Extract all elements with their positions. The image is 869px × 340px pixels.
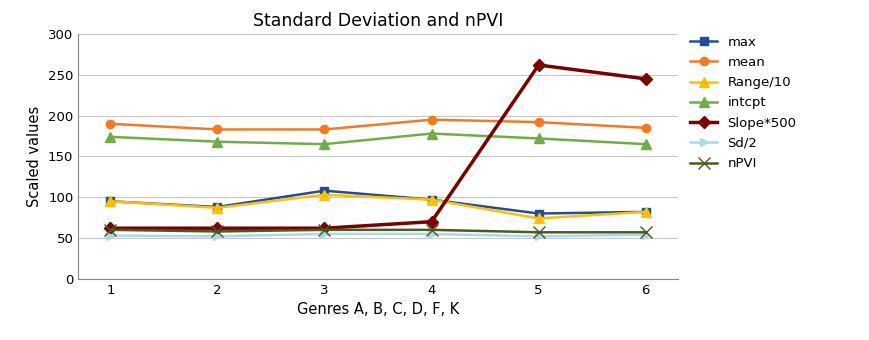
mean <box>640 126 651 130</box>
mean <box>534 120 544 124</box>
Slope*500 <box>105 226 116 230</box>
Range/10 <box>319 193 329 197</box>
mean <box>105 122 116 126</box>
nPVI <box>640 230 651 234</box>
intcpt <box>319 142 329 146</box>
Y-axis label: Scaled values: Scaled values <box>28 106 43 207</box>
Slope*500 <box>212 226 222 230</box>
intcpt <box>212 140 222 144</box>
nPVI <box>534 230 544 234</box>
mean <box>427 118 437 122</box>
Slope*500 <box>319 226 329 230</box>
nPVI <box>319 228 329 232</box>
mean <box>319 128 329 132</box>
max <box>534 211 544 216</box>
Range/10 <box>212 206 222 210</box>
max <box>427 198 437 202</box>
max <box>640 210 651 214</box>
Line: nPVI: nPVI <box>105 224 651 238</box>
Range/10 <box>640 210 651 214</box>
Line: intcpt: intcpt <box>105 129 651 149</box>
Slope*500 <box>427 220 437 224</box>
Slope*500 <box>534 63 544 67</box>
Sd/2 <box>319 232 329 236</box>
Sd/2 <box>640 233 651 237</box>
Line: max: max <box>106 187 650 218</box>
max <box>105 199 116 203</box>
nPVI <box>212 230 222 234</box>
mean <box>212 128 222 132</box>
X-axis label: Genres A, B, C, D, F, K: Genres A, B, C, D, F, K <box>297 302 459 317</box>
Line: mean: mean <box>106 116 650 134</box>
Line: Slope*500: Slope*500 <box>106 61 650 232</box>
Range/10 <box>427 198 437 202</box>
Sd/2 <box>105 234 116 238</box>
intcpt <box>640 142 651 146</box>
Sd/2 <box>427 232 437 236</box>
nPVI <box>105 228 116 232</box>
Range/10 <box>534 216 544 220</box>
intcpt <box>105 135 116 139</box>
Title: Standard Deviation and nPVI: Standard Deviation and nPVI <box>253 12 503 30</box>
Slope*500 <box>640 77 651 81</box>
Sd/2 <box>534 234 544 238</box>
nPVI <box>427 228 437 232</box>
Line: Sd/2: Sd/2 <box>106 230 650 240</box>
max <box>319 189 329 193</box>
Range/10 <box>105 199 116 203</box>
intcpt <box>427 132 437 136</box>
Line: Range/10: Range/10 <box>105 190 651 223</box>
Legend: max, mean, Range/10, intcpt, Slope*500, Sd/2, nPVI: max, mean, Range/10, intcpt, Slope*500, … <box>690 36 796 170</box>
Sd/2 <box>212 234 222 238</box>
intcpt <box>534 136 544 140</box>
max <box>212 205 222 209</box>
